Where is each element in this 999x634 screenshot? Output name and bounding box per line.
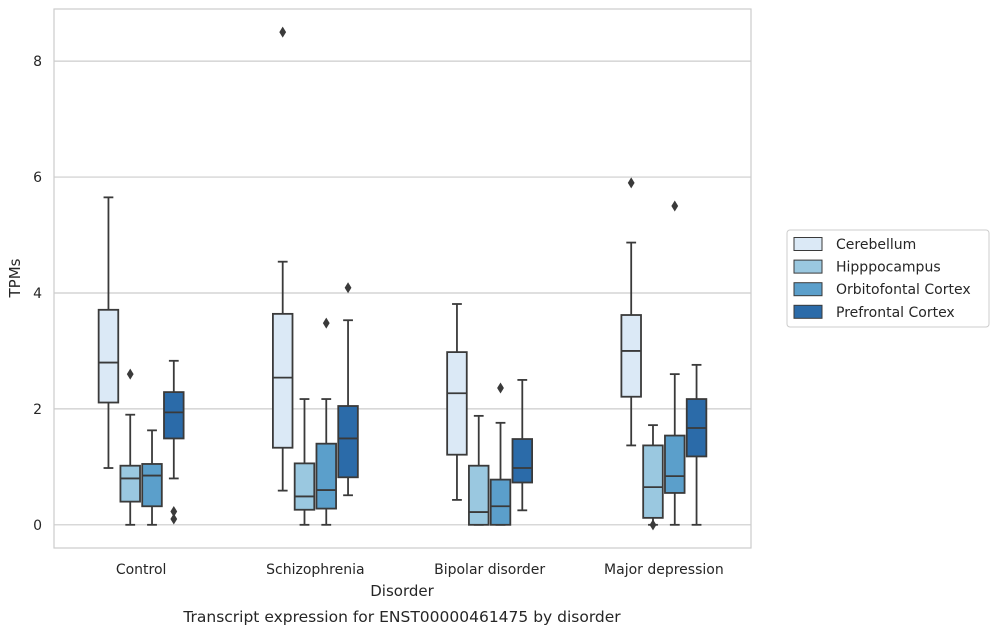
- y-axis-label: TPMs: [6, 258, 24, 298]
- y-tick-label: 6: [33, 170, 42, 186]
- chart-caption: Transcript expression for ENST0000046147…: [182, 608, 621, 626]
- box-3-4: [664, 200, 686, 526]
- outlier-point: [170, 513, 178, 525]
- legend-swatch: [793, 259, 823, 274]
- x-tick-label: Major depression: [604, 562, 724, 578]
- x-tick-label: Schizophrenia: [266, 562, 364, 578]
- legend-label: Hipppocampus: [836, 260, 941, 276]
- box-iqr: [664, 434, 686, 494]
- box-4-4: [685, 363, 708, 526]
- box-2-3: [468, 414, 490, 526]
- box-1-4: [620, 177, 642, 447]
- box-2-2: [293, 398, 316, 526]
- y-tick-label: 2: [33, 402, 42, 418]
- outlier-point: [671, 200, 679, 212]
- box-1-1: [97, 196, 120, 469]
- box-iqr: [511, 438, 533, 484]
- y-tick-labels: 0 2 4 6 8: [33, 54, 42, 534]
- box-2-4: [642, 424, 664, 531]
- x-tick-label: Bipolar disorder: [434, 562, 545, 578]
- outlier-point: [497, 382, 504, 394]
- box-1-3: [446, 303, 468, 501]
- box-iqr: [337, 405, 359, 479]
- legend-swatch: [793, 304, 823, 319]
- box-3-1: [141, 429, 163, 526]
- box-iqr: [489, 478, 512, 526]
- box-iqr: [141, 463, 163, 508]
- boxes: [97, 26, 708, 531]
- box-iqr: [293, 462, 316, 511]
- legend-swatch: [793, 237, 823, 251]
- box-4-2: [337, 282, 359, 497]
- plot-area-frame: [53, 8, 752, 549]
- box-iqr: [468, 464, 490, 526]
- outlier-point: [279, 26, 287, 38]
- y-tick-label: 4: [33, 286, 42, 302]
- box-iqr: [315, 442, 337, 510]
- box-3-2: [315, 317, 337, 526]
- box-iqr: [119, 464, 141, 503]
- x-tick-labels: Control Schizophrenia Bipolar disorder Majo…: [116, 562, 724, 578]
- outlier-point: [170, 505, 178, 517]
- box-iqr: [272, 312, 294, 449]
- legend-label: Prefrontal Cortex: [836, 305, 955, 321]
- box-iqr: [446, 351, 468, 456]
- outlier-point: [627, 177, 635, 189]
- x-tick-label: Control: [116, 562, 167, 578]
- box-4-1: [163, 359, 185, 525]
- outlier-point: [649, 519, 657, 531]
- outlier-point: [322, 317, 330, 329]
- legend-label: Cerebellum: [836, 237, 916, 253]
- box-iqr: [642, 444, 664, 519]
- legend: Cerebellum Hipppocampus Orbitofontal Corte…: [786, 229, 990, 328]
- box-4-3: [511, 379, 533, 512]
- box-3-3: [489, 382, 512, 526]
- outlier-point: [126, 368, 134, 380]
- box-iqr: [620, 314, 642, 398]
- box-iqr: [97, 308, 120, 404]
- x-axis-label: Disorder: [370, 582, 434, 600]
- legend-swatch: [793, 282, 823, 297]
- y-tick-label: 8: [33, 54, 42, 70]
- legend-frame: [786, 229, 990, 328]
- outlier-point: [344, 282, 352, 294]
- legend-label: Orbitofontal Cortex: [836, 282, 971, 298]
- y-tick-label: 0: [33, 518, 42, 534]
- box-2-1: [119, 368, 141, 526]
- box-1-2: [272, 26, 294, 492]
- box-iqr: [163, 391, 185, 440]
